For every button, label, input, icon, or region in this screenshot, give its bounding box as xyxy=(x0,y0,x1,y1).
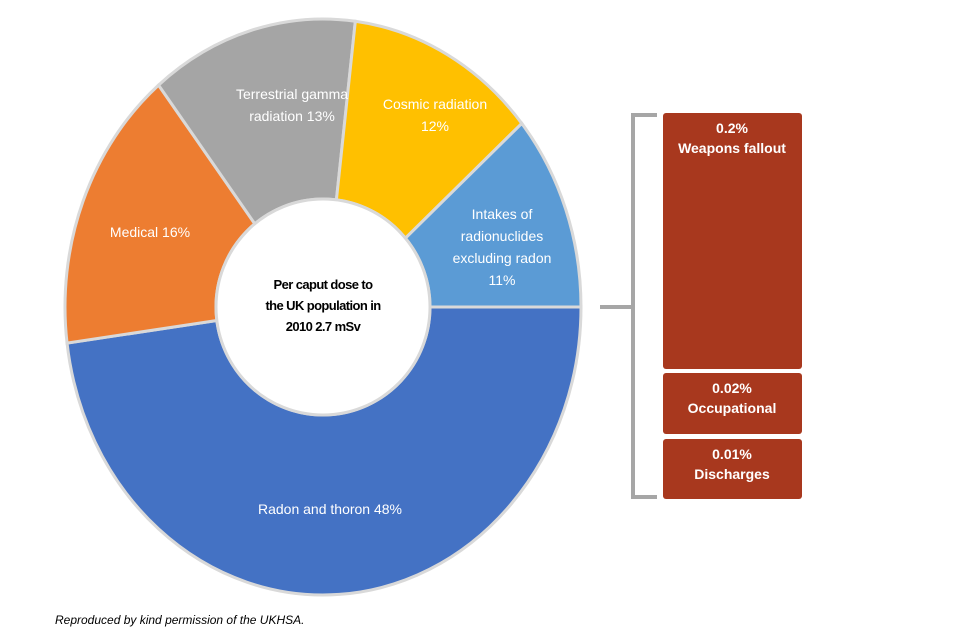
breakdown-label: 0.01% Discharges xyxy=(694,446,770,482)
breakdown-box-occupational xyxy=(663,373,802,434)
slice-label: Medical 16% xyxy=(110,224,190,240)
footnote: Reproduced by kind permission of the UKH… xyxy=(55,613,305,627)
slice-label: Intakes of radionuclides excluding radon 11… xyxy=(453,206,552,288)
slice-label: Terrestrial gamma radiation 13% xyxy=(236,86,348,124)
breakdown-box-weapons-fallout xyxy=(663,113,802,369)
slice-label: Radon and thoron 48% xyxy=(258,501,402,517)
breakdown-label: 0.02% Occupational xyxy=(688,380,777,416)
donut-hole xyxy=(214,197,432,417)
center-label: Per caput dose to the UK population in 201… xyxy=(265,277,381,334)
slice-label: Cosmic radiation 12% xyxy=(383,96,487,134)
breakdown-box-discharges xyxy=(663,439,802,499)
bracket xyxy=(600,113,657,499)
breakdown-label: 0.2% Weapons fallout xyxy=(678,120,786,156)
